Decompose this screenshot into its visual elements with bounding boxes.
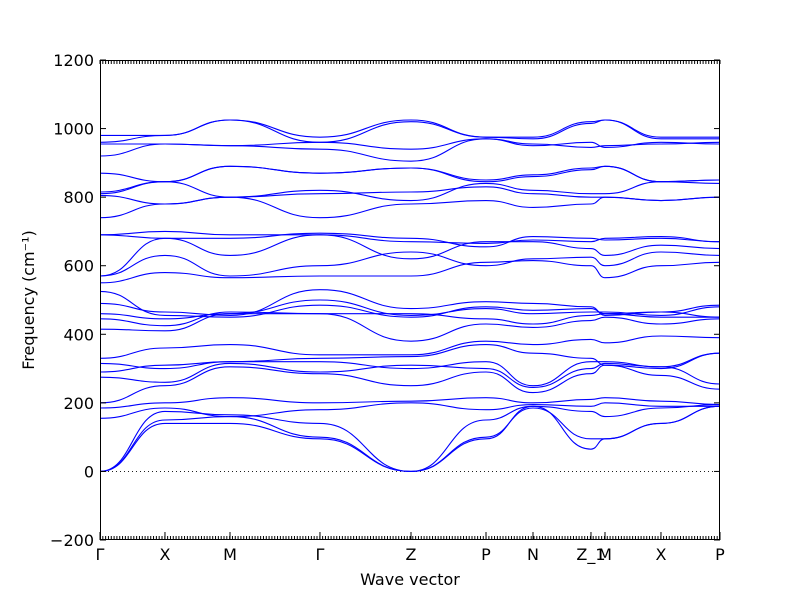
band-line-3 xyxy=(99,404,721,472)
kpoint-label: X xyxy=(159,545,170,564)
kpoint-label: Z_1 xyxy=(576,545,605,565)
y-tick-label: 800 xyxy=(63,188,94,207)
band-line-23 xyxy=(99,181,721,202)
band-line-20 xyxy=(99,230,721,244)
kpoint-label: Z xyxy=(406,545,417,564)
kpoint-label: P xyxy=(481,545,491,564)
band-line-29 xyxy=(100,119,720,138)
band-line-9 xyxy=(99,344,721,370)
band-line-11 xyxy=(99,313,721,342)
band-line-6 xyxy=(99,364,721,404)
y-tick-label: 600 xyxy=(63,257,94,276)
band-line-5 xyxy=(99,397,721,409)
kpoint-label: Γ xyxy=(96,545,105,564)
y-tick-label: −200 xyxy=(50,531,94,550)
kpoint-label: M xyxy=(223,545,237,564)
y-tick-label: 200 xyxy=(63,394,94,413)
plot-frame xyxy=(100,60,720,540)
y-tick-label: 1200 xyxy=(53,51,94,70)
y-tick-label: 0 xyxy=(84,462,94,481)
axis-ticks xyxy=(99,59,721,541)
band-line-24 xyxy=(99,165,721,193)
band-line-15 xyxy=(99,290,721,318)
band-line-27 xyxy=(100,138,721,150)
kpoint-label: X xyxy=(655,545,666,564)
band-line-8 xyxy=(99,352,721,387)
band-line-4 xyxy=(99,402,720,419)
band-lines xyxy=(99,119,721,472)
band-line-25 xyxy=(99,165,721,183)
x-tick-labels: Γ X M Γ Z P N Z_1M X P xyxy=(96,545,726,565)
y-tick-label: 400 xyxy=(63,325,94,344)
band-line-17 xyxy=(99,251,721,277)
band-line-19 xyxy=(99,232,721,248)
band-line-7 xyxy=(99,362,721,388)
band-line-14 xyxy=(99,289,721,316)
band-line-22 xyxy=(99,186,721,205)
y-tick-label: 1000 xyxy=(53,120,94,139)
y-tick-labels: −200 0 200 400 600 800 1000 1200 xyxy=(50,51,94,550)
kpoint-label: N xyxy=(527,545,539,564)
kpoint-label: P xyxy=(715,545,725,564)
kpoint-label: M xyxy=(598,545,612,564)
x-axis-label: Wave vector xyxy=(360,570,460,589)
band-line-26 xyxy=(99,138,721,162)
band-line-2 xyxy=(99,405,721,472)
band-line-28 xyxy=(99,119,720,143)
kpoint-label: Γ xyxy=(316,545,325,564)
band-line-10 xyxy=(99,335,721,359)
y-axis-label: Frequency (cm⁻¹) xyxy=(19,230,38,369)
band-line-1 xyxy=(99,405,721,472)
band-line-18 xyxy=(99,234,721,277)
band-line-16 xyxy=(99,260,721,284)
